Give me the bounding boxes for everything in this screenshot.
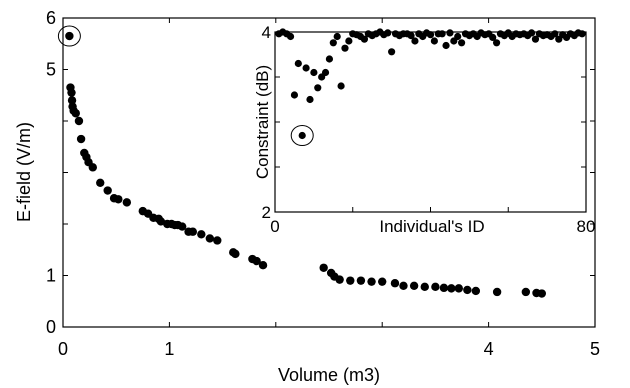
inset-data-point — [290, 91, 299, 99]
main-data-point — [156, 217, 166, 226]
main-data-point — [177, 222, 187, 231]
inset-data-point — [360, 35, 369, 43]
inset-data-point — [458, 39, 466, 47]
inset-data-point — [442, 41, 450, 50]
inset-data-point — [438, 30, 446, 38]
main-y-tick-label: 1 — [46, 266, 56, 286]
inset-data-point — [426, 31, 435, 39]
main-data-point — [188, 227, 198, 236]
inset-data-point — [446, 29, 454, 37]
main-data-point — [346, 276, 355, 285]
inset-data-point — [329, 39, 337, 47]
main-data-point — [439, 283, 449, 293]
inset-data-point — [314, 84, 322, 92]
inset-data-point — [294, 59, 302, 68]
inset-data-point — [454, 32, 462, 41]
inset-data-point — [337, 82, 345, 90]
main-data-point — [471, 286, 481, 296]
inset-y-tick-label: 4 — [262, 23, 271, 42]
inset-highlight-ring — [290, 125, 314, 146]
main-highlight-ring — [57, 25, 81, 47]
inset-data-point — [407, 31, 415, 40]
main-data-point — [521, 287, 531, 297]
main-y-tick-label: 0 — [46, 317, 56, 337]
main-data-point — [213, 236, 222, 245]
main-y-tick-label: 6 — [46, 8, 56, 28]
inset-data-point — [341, 44, 349, 52]
main-data-point — [252, 256, 261, 266]
main-data-point — [103, 186, 112, 195]
inset-data-point — [527, 29, 536, 37]
main-data-point — [356, 276, 366, 285]
main-x-tick-label: 0 — [58, 339, 68, 359]
main-data-point — [197, 230, 206, 239]
inset-data-point — [492, 39, 501, 47]
main-data-point — [409, 281, 419, 290]
main-data-point — [114, 195, 123, 204]
main-data-point — [335, 275, 344, 284]
main-data-point — [420, 282, 429, 292]
main-x-tick-label: 5 — [590, 339, 600, 359]
inset-data-point — [551, 30, 559, 38]
inset-data-point — [384, 29, 392, 37]
main-data-point — [258, 261, 268, 270]
inset-data-point — [306, 95, 314, 104]
main-data-point — [454, 284, 464, 293]
inset-points — [275, 28, 586, 146]
main-data-point — [390, 279, 400, 288]
main-data-point — [205, 234, 215, 243]
main-data-point — [76, 134, 86, 144]
main-data-point — [463, 285, 472, 295]
main-y-tick-label: 5 — [46, 60, 56, 80]
main-data-point — [447, 284, 456, 293]
main-data-point — [367, 277, 376, 286]
main-data-point — [431, 282, 440, 292]
main-data-point — [96, 178, 105, 187]
main-data-point — [71, 109, 80, 118]
main-data-point — [74, 116, 84, 126]
inset-data-point — [411, 37, 419, 45]
main-points — [57, 25, 546, 298]
inset-data-point — [489, 33, 497, 42]
main-x-tick-label: 4 — [484, 339, 494, 359]
inset-data-point — [578, 30, 586, 38]
inset-y-tick-label: 2 — [262, 203, 271, 222]
main-data-point — [67, 96, 77, 105]
inset-data-point — [286, 32, 295, 41]
main-ticks: 0 1 4 5 0 1 5 6 — [46, 8, 600, 359]
main-data-point — [88, 163, 97, 172]
inset-data-point — [302, 64, 310, 72]
inset-data-point — [333, 32, 341, 41]
main-data-point — [537, 289, 546, 298]
inset-data-point — [298, 131, 306, 140]
main-data-point — [319, 263, 328, 272]
main-data-point — [67, 88, 76, 97]
inset-data-point — [345, 37, 353, 45]
main-x-axis-label: Volume (m3) — [278, 365, 380, 385]
main-data-point — [122, 198, 132, 207]
inset-x-axis-label: Individual's ID — [379, 217, 484, 236]
inset-data-point — [430, 37, 438, 45]
inset-data-point — [310, 68, 318, 77]
inset-y-axis-label: Constraint (dB) — [253, 65, 272, 179]
inset-data-point — [388, 48, 396, 56]
inset-data-point — [325, 55, 334, 63]
main-data-point — [231, 249, 240, 259]
inset-x-tick-label: 0 — [270, 217, 279, 236]
main-data-point — [492, 287, 502, 297]
main-data-point — [399, 281, 408, 290]
inset-chart: 0 80 2 4 Individual's ID Constraint (dB) — [253, 23, 595, 236]
inset-plot-background — [275, 32, 586, 212]
main-chart: 0 1 4 5 0 1 5 6 Volume (m3) E-field (V/m) — [14, 8, 600, 385]
inset-data-point — [531, 35, 540, 43]
main-y-axis-label: E-field (V/m) — [14, 122, 34, 222]
main-data-point — [65, 31, 74, 41]
main-x-tick-label: 1 — [164, 339, 174, 359]
inset-x-tick-label: 80 — [577, 217, 596, 236]
main-data-point — [378, 277, 387, 286]
inset-data-point — [321, 68, 330, 77]
